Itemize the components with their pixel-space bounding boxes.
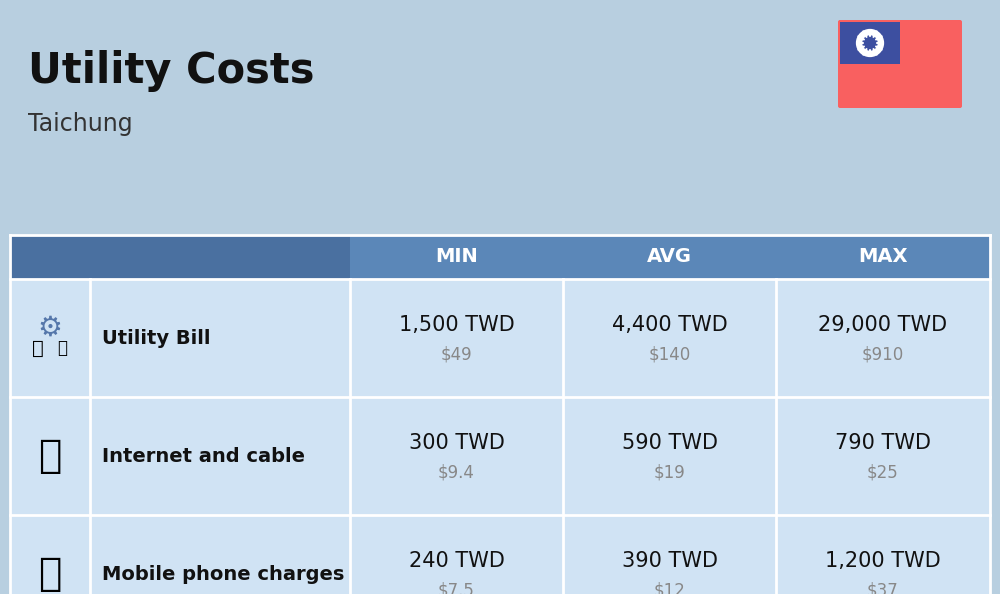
Bar [10, 279, 990, 397]
Text: 💡: 💡 [57, 339, 67, 357]
Text: 590 TWD: 590 TWD [622, 433, 718, 453]
Circle shape [857, 30, 883, 56]
Bar [563, 235, 776, 279]
Text: $19: $19 [654, 463, 685, 481]
Text: $12: $12 [654, 581, 685, 594]
Text: 790 TWD: 790 TWD [835, 433, 931, 453]
Text: $37: $37 [867, 581, 899, 594]
Bar [10, 515, 90, 594]
Circle shape [863, 36, 877, 50]
Text: 390 TWD: 390 TWD [622, 551, 718, 571]
Text: 1,200 TWD: 1,200 TWD [825, 551, 941, 571]
Text: 1,500 TWD: 1,500 TWD [399, 315, 514, 335]
Bar [350, 235, 563, 279]
Text: $9.4: $9.4 [438, 463, 475, 481]
Text: 4,400 TWD: 4,400 TWD [612, 315, 727, 335]
Text: MAX: MAX [858, 248, 908, 267]
Text: 📶: 📶 [38, 437, 62, 475]
Bar [10, 397, 990, 515]
Bar [10, 397, 90, 515]
Text: 📱: 📱 [38, 555, 62, 593]
Text: 300 TWD: 300 TWD [409, 433, 504, 453]
Text: Taichung: Taichung [28, 112, 133, 136]
Text: $7.5: $7.5 [438, 581, 475, 594]
Text: Internet and cable: Internet and cable [102, 447, 305, 466]
Text: 🔌: 🔌 [32, 339, 44, 358]
Text: $910: $910 [862, 345, 904, 363]
Bar [10, 515, 990, 594]
Text: 29,000 TWD: 29,000 TWD [818, 315, 948, 335]
Text: $25: $25 [867, 463, 899, 481]
Text: $140: $140 [648, 345, 691, 363]
Text: AVG: AVG [647, 248, 692, 267]
Bar [90, 235, 350, 279]
Bar [840, 22, 900, 64]
Bar [10, 279, 90, 397]
Text: $49: $49 [441, 345, 472, 363]
Text: Utility Bill: Utility Bill [102, 328, 210, 347]
Bar [776, 235, 990, 279]
Text: MIN: MIN [435, 248, 478, 267]
Text: 240 TWD: 240 TWD [409, 551, 504, 571]
Text: ⚙: ⚙ [38, 314, 62, 342]
FancyBboxPatch shape [838, 20, 962, 108]
Text: Mobile phone charges: Mobile phone charges [102, 564, 344, 583]
Text: Utility Costs: Utility Costs [28, 50, 314, 92]
Bar [10, 235, 90, 279]
